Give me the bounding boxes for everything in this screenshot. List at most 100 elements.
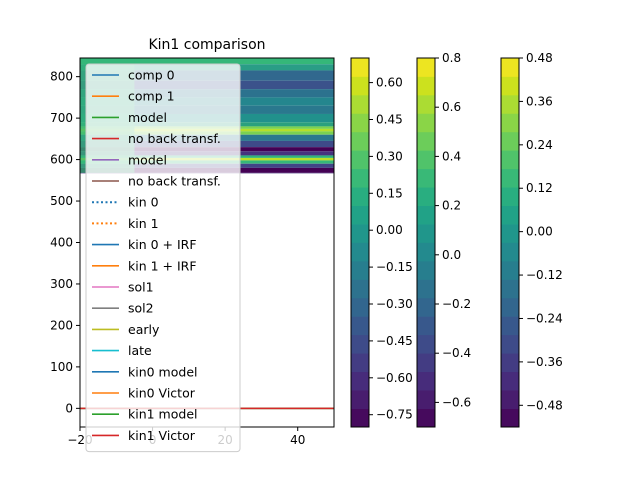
- colorbar-tick-label: 0.8: [442, 51, 461, 65]
- colorbar-level: [501, 408, 519, 428]
- legend-label: sol1: [128, 280, 154, 295]
- y-tick-label: 0: [65, 401, 73, 415]
- y-tick-label: 800: [50, 70, 73, 84]
- colorbar-tick-label: −0.36: [526, 355, 563, 369]
- legend-label: model: [128, 110, 167, 125]
- legend-label: kin0 model: [128, 364, 197, 379]
- colorbar-level: [417, 371, 435, 391]
- legend-label: comp 0: [128, 68, 175, 83]
- colorbar-tick-label: −0.12: [526, 268, 563, 282]
- colorbar-level: [351, 408, 369, 428]
- colorbar-level: [351, 76, 369, 96]
- colorbar-level: [351, 353, 369, 373]
- colorbar-level: [417, 94, 435, 114]
- y-tick-label: 200: [50, 318, 73, 332]
- colorbar-tick-label: 0.48: [526, 51, 553, 65]
- legend-label: sol2: [128, 301, 154, 316]
- y-tick-label: 100: [50, 360, 73, 374]
- colorbar-level: [351, 113, 369, 133]
- colorbar-level: [351, 260, 369, 280]
- heatmap-band: [80, 58, 334, 65]
- legend-label: kin 1: [128, 216, 159, 231]
- colorbar-tick-label: 0.24: [526, 138, 553, 152]
- colorbar-level: [417, 334, 435, 354]
- colorbar-level: [417, 187, 435, 206]
- colorbar-level: [351, 390, 369, 409]
- colorbar-tick-label: 0.45: [376, 113, 403, 127]
- colorbar-tick-label: −0.75: [376, 408, 413, 422]
- legend-label: model: [128, 152, 167, 167]
- colorbar-level: [351, 58, 369, 77]
- colorbar-level: [501, 353, 519, 373]
- x-tick-label: 40: [290, 433, 305, 447]
- legend-label: early: [128, 322, 160, 337]
- colorbar-level: [501, 316, 519, 336]
- y-tick-label: 600: [50, 153, 73, 167]
- colorbar-frame: [416, 57, 436, 428]
- colorbar-level: [351, 279, 369, 299]
- legend-label: late: [128, 343, 152, 358]
- colorbar-level: [417, 205, 435, 225]
- colorbar-level: [501, 242, 519, 262]
- colorbar-tick-label: −0.6: [442, 395, 471, 409]
- colorbar-tick-label: 0.15: [376, 186, 403, 200]
- colorbar-level: [501, 94, 519, 114]
- colorbar-level: [351, 131, 369, 151]
- colorbar-tick-label: 0.30: [376, 149, 403, 163]
- y-tick-label: 400: [50, 236, 73, 250]
- colorbar-level: [417, 390, 435, 409]
- legend-label: kin1 model: [128, 407, 197, 422]
- colorbar-level: [501, 334, 519, 354]
- legend-label: no back transf.: [128, 174, 221, 189]
- colorbar-level: [351, 187, 369, 206]
- colorbar-level: [351, 168, 369, 188]
- y-axis: 0 100 200 300 400 500 600 700 800: [50, 70, 80, 415]
- y-tick-label: 700: [50, 111, 73, 125]
- colorbar-tick-label: −0.2: [442, 297, 471, 311]
- colorbar-level: [501, 390, 519, 409]
- colorbar-level: [351, 371, 369, 391]
- colorbar-tick-label: 0.00: [526, 225, 553, 239]
- colorbar-level: [351, 224, 369, 243]
- colorbar-frame: [350, 57, 370, 428]
- colorbar-tick-label: −0.4: [442, 346, 471, 360]
- legend: comp 0 comp 1 model no back transf. model no …: [85, 63, 241, 453]
- colorbar-frame: [500, 57, 520, 428]
- colorbar-tick-label: 0.0: [442, 248, 461, 262]
- colorbar-level: [501, 187, 519, 206]
- colorbar-level: [351, 94, 369, 114]
- legend-box: [85, 63, 241, 453]
- chart-title: Kin1 comparison: [148, 37, 265, 53]
- colorbar-level: [417, 353, 435, 373]
- y-tick-label: 300: [50, 277, 73, 291]
- legend-label: kin 1 + IRF: [128, 258, 197, 273]
- colorbar-level: [351, 334, 369, 354]
- colorbar-level: [417, 316, 435, 336]
- colorbar-tick-label: 0.6: [442, 100, 461, 114]
- colorbar: −0.6 −0.4 −0.2 0.0 0.2 0.4 0.6 0.8: [416, 51, 471, 428]
- colorbar-level: [351, 242, 369, 262]
- colorbar-level: [501, 113, 519, 133]
- colorbar-level: [501, 297, 519, 317]
- colorbar-level: [501, 131, 519, 151]
- legend-label: kin 0 + IRF: [128, 237, 197, 252]
- colorbar-level: [417, 131, 435, 151]
- colorbar-tick-label: −0.48: [526, 398, 563, 412]
- colorbar-level: [351, 316, 369, 336]
- colorbar-level: [351, 150, 369, 170]
- colorbar-level: [501, 224, 519, 243]
- colorbar-level: [417, 168, 435, 188]
- colorbar-level: [417, 150, 435, 170]
- colorbar-level: [417, 279, 435, 299]
- colorbar-level: [417, 113, 435, 133]
- colorbar-tick-label: 0.00: [376, 223, 403, 237]
- colorbar-tick-label: −0.15: [376, 260, 413, 274]
- colorbar: −0.48 −0.36 −0.24 −0.12 0.00 0.12 0.24 0.36 0.48: [500, 51, 563, 428]
- colorbar-level: [501, 371, 519, 391]
- colorbar-level: [501, 76, 519, 96]
- colorbar-level: [501, 150, 519, 170]
- colorbar-tick-label: 0.36: [526, 94, 553, 108]
- colorbar-level: [417, 242, 435, 262]
- legend-label: kin1 Victor: [128, 428, 196, 443]
